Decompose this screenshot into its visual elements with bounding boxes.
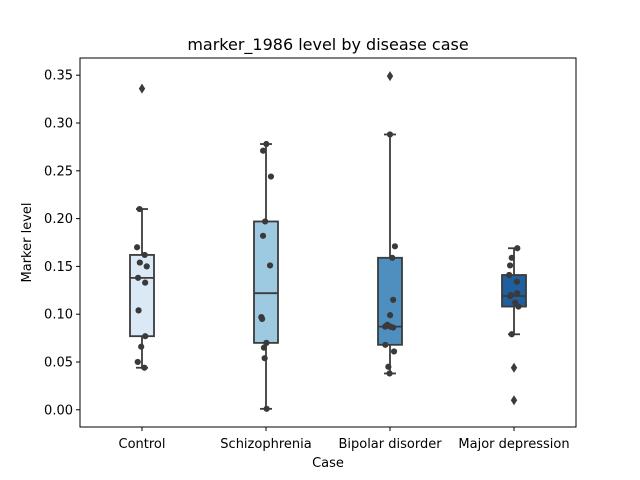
data-point (267, 173, 275, 180)
data-point (134, 274, 142, 281)
data-point (142, 279, 149, 286)
y-tick-label: 0.25 (44, 164, 73, 179)
y-axis-title: Marker level (20, 203, 35, 283)
data-point (133, 244, 141, 251)
data-point (136, 259, 143, 266)
data-point (507, 291, 515, 299)
data-point (508, 331, 515, 338)
data-point (514, 290, 521, 297)
data-point (263, 140, 270, 148)
data-point (141, 364, 148, 371)
data-point (263, 339, 270, 346)
outlier-point (138, 83, 146, 94)
outlier-point (386, 71, 394, 82)
data-point (382, 341, 389, 348)
data-point (138, 343, 145, 350)
x-tick-label: Major depression (458, 437, 569, 452)
x-axis-title: Case (312, 456, 344, 471)
data-point (508, 254, 515, 261)
data-point (386, 312, 394, 319)
data-point (386, 131, 394, 138)
box-iqr (129, 254, 155, 338)
y-tick-label: 0.10 (44, 308, 73, 323)
data-point (266, 262, 274, 269)
data-point (263, 405, 270, 412)
x-tick-label: Bipolar disorder (338, 437, 442, 452)
box-group-0 (129, 83, 155, 371)
data-point (390, 348, 398, 355)
data-point (390, 296, 397, 303)
data-point (513, 278, 521, 285)
x-tick-label: Schizophrenia (220, 437, 311, 452)
x-tick-label: Control (119, 437, 166, 452)
box-group-1 (253, 140, 279, 412)
data-point (384, 321, 391, 328)
data-point (135, 307, 142, 314)
data-point (506, 262, 514, 269)
data-point (141, 251, 148, 259)
data-point (260, 344, 268, 351)
data-point (142, 333, 149, 340)
data-point (260, 147, 267, 154)
data-point (262, 218, 269, 225)
box-group-3 (501, 245, 527, 406)
y-tick-label: 0.30 (44, 117, 73, 132)
outlier-point (510, 362, 518, 373)
data-point (506, 271, 513, 279)
chart-title: marker_1986 level by disease case (187, 35, 468, 55)
data-point (259, 232, 267, 239)
box-iqr (253, 220, 279, 344)
data-point (514, 245, 521, 252)
plot-frame (79, 57, 577, 428)
data-point (134, 358, 141, 366)
data-point (261, 355, 268, 362)
outlier-point (510, 395, 518, 406)
y-tick-label: 0.05 (44, 355, 73, 370)
box-iqr (377, 256, 403, 346)
data-point (512, 299, 519, 306)
axes: 0.00 0.05 0.10 0.15 0.20 0.25 0.30 0.35 Control S… (44, 69, 570, 452)
data-point (386, 370, 393, 377)
data-point (385, 363, 392, 370)
data-point (391, 243, 399, 250)
y-tick-label: 0.15 (44, 260, 73, 275)
data-point (389, 254, 396, 261)
y-tick-label: 0.00 (44, 403, 73, 418)
y-tick-label: 0.20 (44, 212, 73, 227)
plot-marks (129, 71, 527, 412)
box-group-2 (377, 71, 403, 377)
y-tick-label: 0.35 (44, 69, 73, 84)
data-point (136, 205, 143, 213)
data-point (143, 263, 150, 270)
data-point (258, 313, 265, 321)
